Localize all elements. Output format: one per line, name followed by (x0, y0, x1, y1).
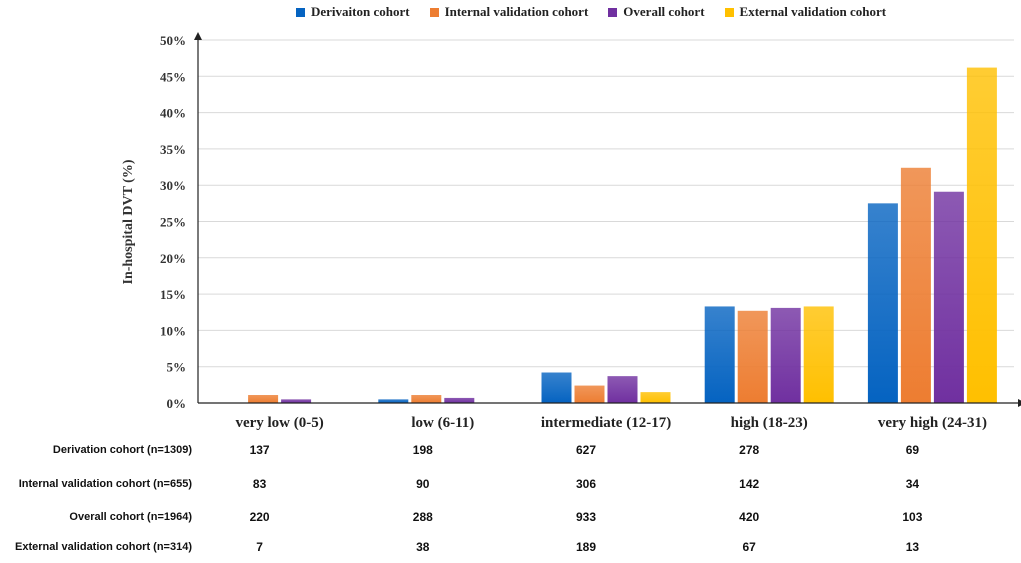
y-tick-label: 35% (160, 142, 186, 157)
bar (248, 395, 278, 403)
table-cell: 627 (546, 443, 626, 457)
x-tick-label: very high (24-31) (878, 415, 987, 431)
table-cell: 198 (383, 443, 463, 457)
table-cell: 933 (546, 510, 626, 524)
x-tick-label: very low (0-5) (235, 415, 323, 431)
table-cell: 103 (872, 510, 952, 524)
y-tick-label: 25% (160, 215, 186, 230)
table-cell: 306 (546, 477, 626, 491)
y-tick-label: 50% (160, 33, 186, 48)
table-row-label: Overall cohort (n=1964) (69, 511, 192, 523)
table-cell: 420 (709, 510, 789, 524)
table-row-label: Internal validation cohort (n=655) (19, 478, 192, 490)
table-cell: 34 (872, 477, 952, 491)
y-tick-label: 20% (160, 251, 186, 266)
x-tick-label: intermediate (12-17) (541, 415, 671, 431)
table-cell: 90 (383, 477, 463, 491)
bar (444, 398, 474, 403)
x-tick-label: low (6-11) (411, 415, 474, 431)
bar (901, 168, 931, 403)
y-tick-label: 45% (160, 69, 186, 84)
y-axis-label: In-hospital DVT (%) (121, 159, 136, 284)
table-cell: 69 (872, 443, 952, 457)
bar (411, 395, 441, 403)
table-cell: 288 (383, 510, 463, 524)
bars-group (248, 68, 997, 403)
y-tick-label: 10% (160, 323, 186, 338)
bar (771, 308, 801, 403)
table-cell: 137 (220, 443, 300, 457)
y-tick-label: 30% (160, 178, 186, 193)
bar (608, 376, 638, 403)
y-tick-labels: 0% 5% 10% 15% 20% 25% 30% 35% 40% 45% 50% (160, 33, 186, 411)
bar (934, 192, 964, 403)
table-cell: 7 (220, 540, 300, 554)
bar (641, 392, 671, 403)
bar (575, 386, 605, 403)
table-cell: 38 (383, 540, 463, 554)
table-cell: 13 (872, 540, 952, 554)
table-cell: 67 (709, 540, 789, 554)
bar (868, 203, 898, 403)
y-axis-arrow (194, 32, 202, 40)
bar (804, 306, 834, 403)
bar (738, 311, 768, 403)
table-cell: 220 (220, 510, 300, 524)
x-tick-labels: very low (0-5) low (6-11) intermediate (12… (235, 415, 987, 431)
y-tick-label: 0% (167, 396, 187, 411)
bar (967, 68, 997, 403)
bar (542, 373, 572, 403)
table-row-label: External validation cohort (n=314) (15, 541, 192, 553)
table-row-label: Derivation cohort (n=1309) (53, 444, 192, 456)
bar (705, 306, 735, 403)
table-cell: 142 (709, 477, 789, 491)
y-tick-label: 40% (160, 106, 186, 121)
y-tick-label: 15% (160, 287, 186, 302)
table-cell: 189 (546, 540, 626, 554)
y-tick-label: 5% (167, 360, 187, 375)
table-cell: 278 (709, 443, 789, 457)
table-cell: 83 (220, 477, 300, 491)
x-tick-label: high (18-23) (731, 415, 808, 431)
